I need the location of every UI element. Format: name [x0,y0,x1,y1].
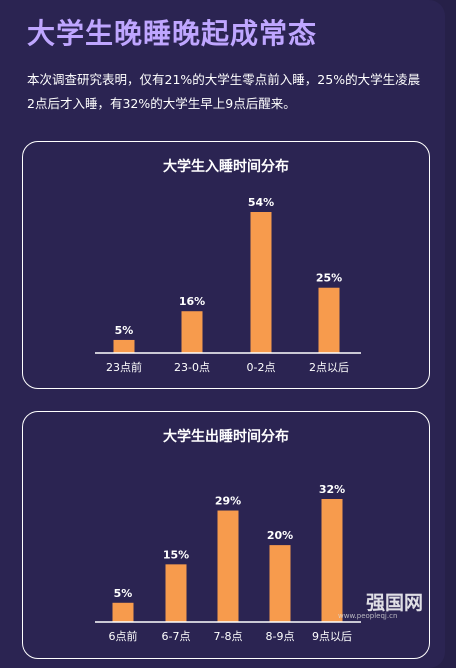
wake-time-chart-card: 大学生出睡时间分布 5% 6点前 15% 6-7点 29% 7-8点 20% 8-9点 32% 9… [22,411,430,659]
data-label: 25% [316,272,342,285]
data-label: 54% [248,196,274,209]
data-label: 20% [267,529,293,542]
chart-title: 大学生入睡时间分布 [163,159,289,175]
tick-label: 6-7点 [162,630,191,643]
tick-label: 7-8点 [214,630,243,643]
bar-6-7点 [165,564,187,622]
tick-label: 6点前 [109,629,138,643]
watermark-brand: 强国网 [366,592,424,614]
sleep-time-chart-card: 大学生入睡时间分布 5% 23点前 16% 23-0点 54% 0-2点 25% 2点以后 [22,141,430,389]
data-label: 32% [319,483,345,496]
tick-label: 9点以后 [312,630,352,643]
wake-time-chart: 5% 6点前 15% 6-7点 29% 7-8点 20% 8-9点 32% 9点以后 [95,483,361,643]
watermark-url: www.peopleqj.cn [338,612,398,620]
data-label: 5% [114,587,133,600]
data-label: 29% [215,495,241,508]
tick-label: 23点前 [106,360,142,374]
bar-2点以后 [318,287,340,353]
bar-7-8点 [217,510,239,622]
tick-label: 2点以后 [309,361,349,374]
chart-title: 大学生出睡时间分布 [163,429,289,445]
bar-23点前 [113,339,135,353]
bar-6点前 [112,602,134,622]
tick-label: 8-9点 [266,630,295,643]
data-label: 16% [179,295,205,308]
data-label: 15% [163,548,189,561]
bar-9点以后 [321,499,343,622]
page-title: 大学生晚睡晚起成常态 [27,17,318,50]
tick-label: 0-2点 [247,361,276,374]
bar-0-2点 [250,212,272,353]
bar-23-0点 [181,311,203,353]
sleep-time-chart: 5% 23点前 16% 23-0点 54% 0-2点 25% 2点以后 [95,196,361,374]
tick-label: 23-0点 [174,361,210,374]
bar-8-9点 [269,545,291,622]
intro-text: 本次调查研究表明，仅有21%的大学生零点前入睡，25%的大学生凌晨2点后才入睡，… [27,72,421,111]
data-label: 5% [115,324,134,337]
